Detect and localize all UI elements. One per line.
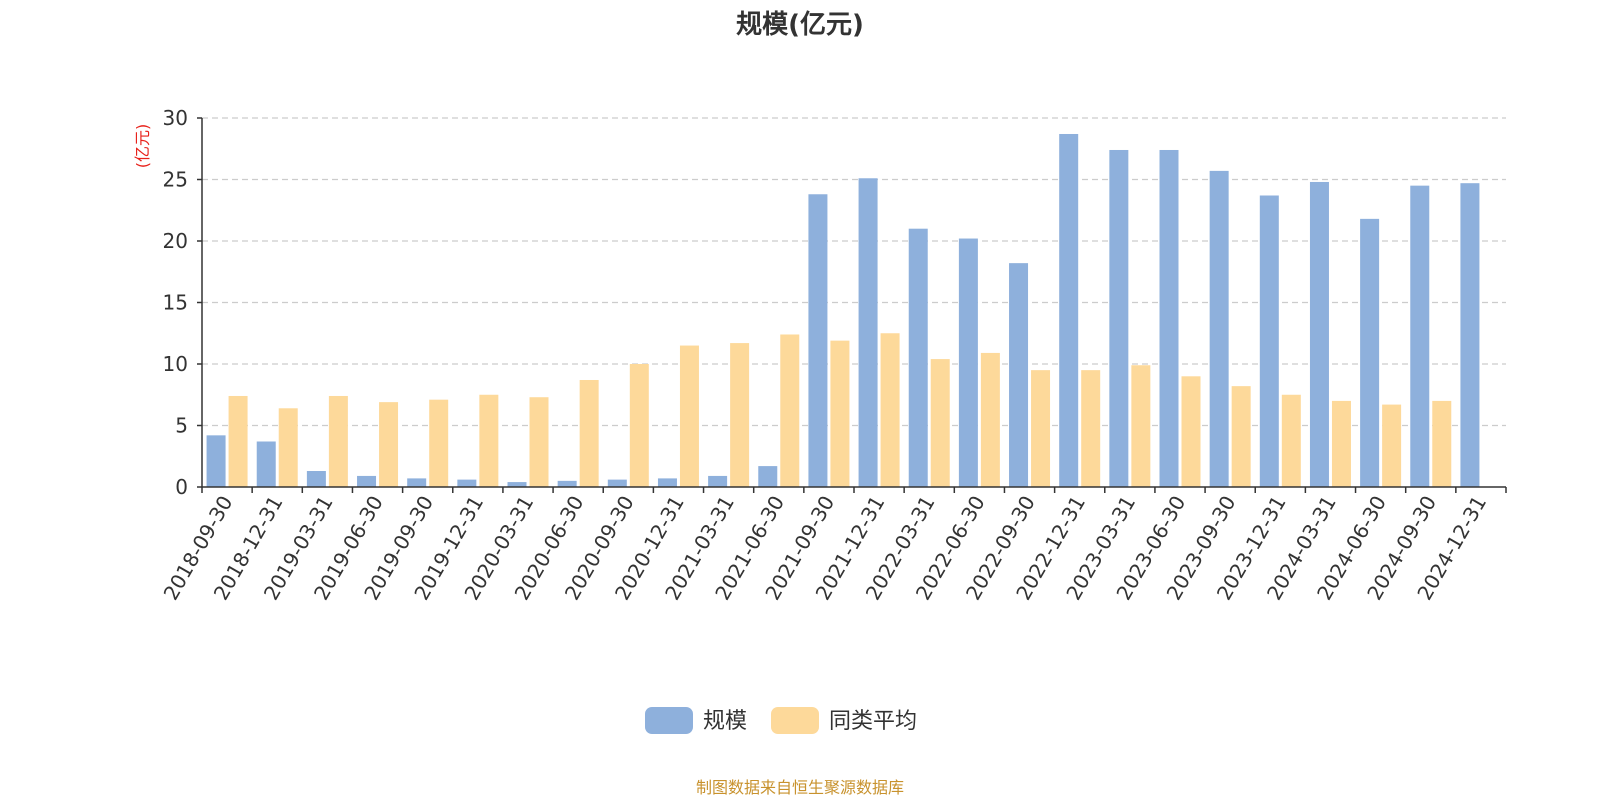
bar-peer-average (780, 334, 800, 487)
y-tick-label: 15 (163, 291, 188, 315)
bar-peer-average (1382, 404, 1402, 487)
bar-scale (1059, 133, 1079, 488)
chart-title: 规模(亿元) (736, 10, 864, 40)
bar-scale (657, 478, 677, 487)
bar-scale (306, 471, 326, 487)
bar-peer-average (930, 359, 950, 487)
y-tick-label: 5 (175, 414, 188, 438)
grid-lines (202, 117, 1506, 427)
y-axis-unit-label: (亿元) (133, 124, 152, 169)
bar-peer-average (980, 352, 1000, 487)
bar-scale (1360, 218, 1380, 488)
bar-peer-average (529, 397, 549, 487)
bar-peer-average (579, 379, 599, 487)
source-note: 制图数据来自恒生聚源数据库 (696, 778, 904, 797)
bar-peer-average (880, 333, 900, 487)
bar-scale (1460, 183, 1480, 487)
y-tick-label: 25 (163, 168, 188, 192)
bar-peer-average (1181, 376, 1201, 487)
bar-scale (1259, 195, 1279, 488)
bar-peer-average (679, 345, 699, 487)
bar-peer-average (1081, 370, 1101, 487)
bar-scale (1209, 170, 1229, 487)
bar-scale (758, 466, 778, 487)
bar-peer-average (730, 343, 750, 487)
bar-scale (557, 480, 577, 487)
bar-peer-average (1331, 400, 1351, 487)
bar-scale (357, 475, 377, 487)
bar-scale (858, 178, 878, 487)
legend-label: 同类平均 (829, 709, 917, 734)
bar-peer-average (429, 399, 449, 487)
bar-peer-average (1131, 365, 1151, 487)
legend[interactable]: 规模 同类平均 (645, 707, 917, 734)
bar-peer-average (379, 402, 399, 487)
bar-peer-average (830, 340, 850, 487)
bar-scale (407, 478, 427, 487)
bar-scale (908, 228, 928, 487)
y-tick-label: 30 (163, 106, 188, 130)
bar-peer-average (1031, 370, 1051, 487)
bar-scale (708, 475, 728, 487)
legend-swatch (645, 707, 693, 734)
bar-peer-average (328, 395, 348, 487)
bar-scale (607, 479, 627, 487)
legend-swatch (771, 707, 819, 734)
y-tick-label: 0 (175, 475, 188, 499)
bar-scale (1410, 185, 1430, 487)
bar-peer-average (1432, 400, 1452, 487)
legend-label: 规模 (703, 709, 747, 734)
y-tick-label: 10 (163, 352, 188, 376)
bar-scale (958, 238, 978, 487)
bar-scale (808, 194, 828, 487)
bar-scale (1109, 149, 1129, 488)
bar-peer-average (479, 394, 499, 487)
y-tick-label: 20 (163, 229, 188, 253)
legend-item-peer-average[interactable]: 同类平均 (771, 707, 917, 734)
bars (206, 133, 1480, 488)
legend-item-scale[interactable]: 规模 (645, 707, 747, 734)
bar-scale (206, 435, 226, 487)
bar-scale (256, 441, 276, 487)
bar-peer-average (1281, 394, 1301, 487)
bar-peer-average (228, 395, 248, 487)
bar-scale (1309, 181, 1329, 487)
bar-scale (1159, 149, 1179, 488)
bar-peer-average (1231, 386, 1251, 487)
bar-scale (457, 479, 477, 487)
bar-peer-average (278, 408, 298, 487)
bar-scale (1009, 263, 1029, 487)
bar-scale (507, 482, 527, 487)
bar-peer-average (629, 364, 649, 487)
